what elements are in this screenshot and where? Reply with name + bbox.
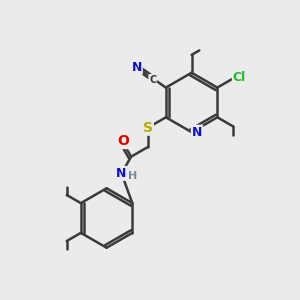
Text: N: N (116, 167, 127, 180)
Text: C: C (149, 75, 156, 85)
Text: N: N (192, 126, 202, 139)
Text: S: S (143, 121, 153, 135)
Text: H: H (128, 171, 137, 182)
Text: O: O (117, 134, 129, 148)
Text: Cl: Cl (233, 71, 246, 84)
Text: N: N (131, 61, 142, 74)
